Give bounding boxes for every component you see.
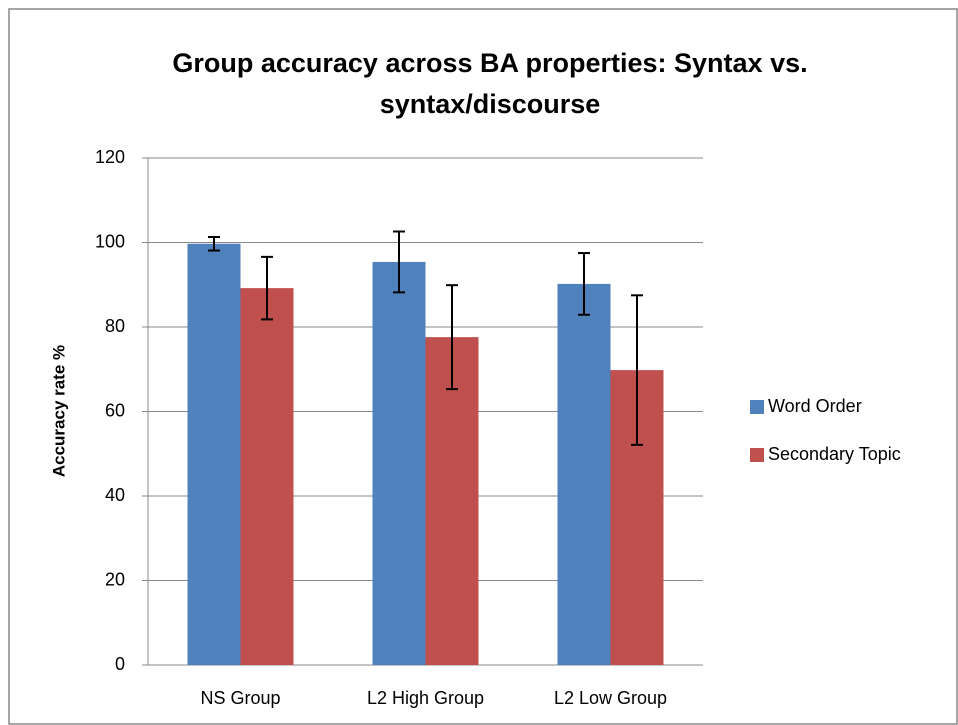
y-tick-label: 80 <box>105 316 125 336</box>
y-tick-label: 0 <box>115 654 125 674</box>
legend-swatch <box>750 400 764 414</box>
legend-label: Secondary Topic <box>768 444 901 464</box>
y-axis-label: Accuracy rate % <box>49 345 68 477</box>
bar <box>187 243 241 665</box>
bar <box>557 283 611 665</box>
y-tick-label: 60 <box>105 400 125 420</box>
chart-title: syntax/discourse <box>380 89 601 119</box>
chart-frame <box>8 8 958 725</box>
y-tick-label: 100 <box>95 231 125 251</box>
y-tick-label: 120 <box>95 147 125 167</box>
chart-title: Group accuracy across BA properties: Syn… <box>172 48 807 78</box>
bar <box>425 337 479 665</box>
x-tick-label: L2 High Group <box>367 688 484 708</box>
bar <box>240 288 294 665</box>
bar <box>372 261 426 665</box>
legend-swatch <box>750 448 764 462</box>
x-tick-label: L2 Low Group <box>554 688 667 708</box>
y-tick-label: 40 <box>105 485 125 505</box>
x-tick-label: NS Group <box>200 688 280 708</box>
y-tick-label: 20 <box>105 569 125 589</box>
legend-label: Word Order <box>768 396 862 416</box>
